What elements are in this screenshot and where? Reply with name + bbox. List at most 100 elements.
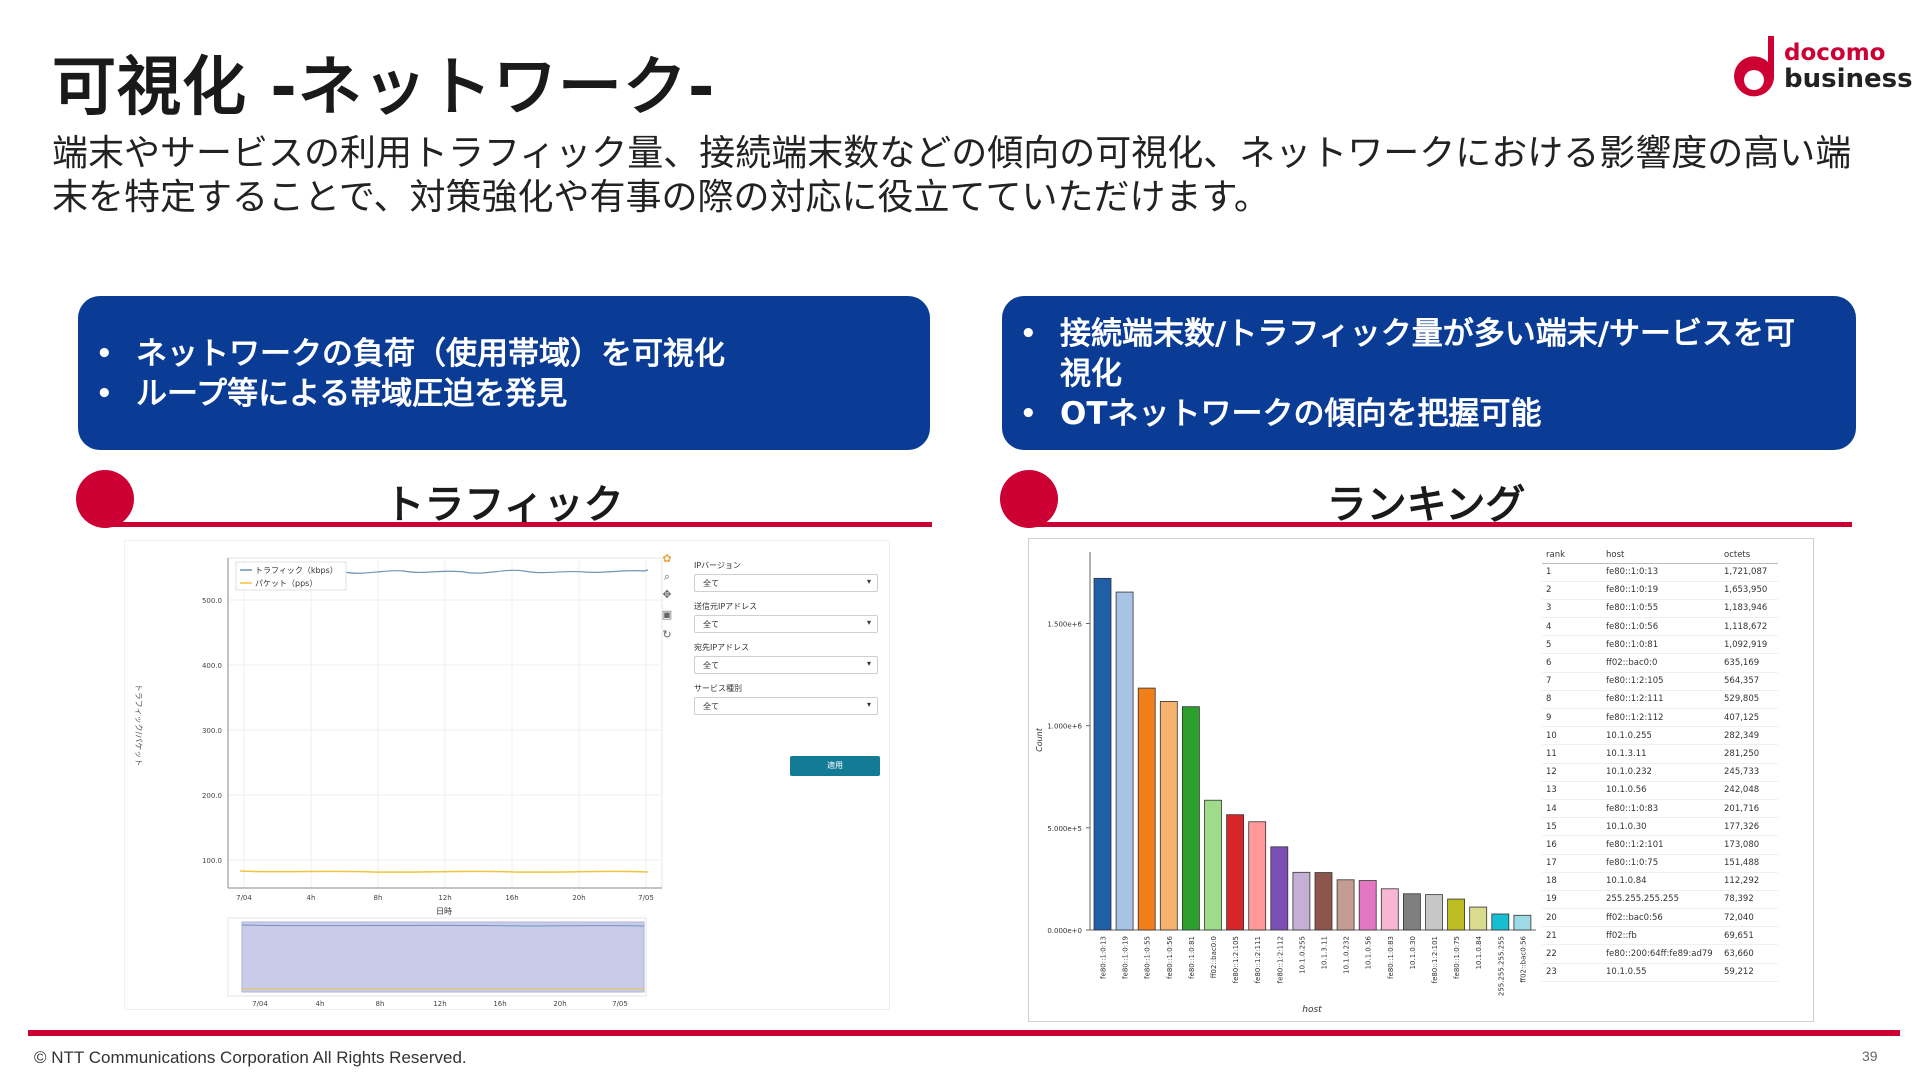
rank-bar[interactable] bbox=[1093, 577, 1112, 931]
table-row[interactable]: 21 ff02::fb 69,651 bbox=[1542, 926, 1778, 946]
host-column-header[interactable]: host bbox=[1602, 548, 1720, 564]
rank-x-tick-label: fe80::1:0:19 bbox=[1122, 936, 1130, 979]
rank-cell: 14 bbox=[1542, 799, 1602, 819]
pan-tool-icon[interactable]: ✥ bbox=[662, 588, 672, 601]
rank-bar[interactable] bbox=[1402, 893, 1421, 931]
ranking-bullet: OTネットワークの傾向を把握可能 bbox=[1002, 394, 1826, 434]
rank-bar[interactable] bbox=[1181, 706, 1200, 931]
host-cell: fe80::1:0:75 bbox=[1602, 854, 1720, 873]
rank-cell: 5 bbox=[1542, 635, 1602, 655]
rank-bar[interactable] bbox=[1425, 894, 1443, 931]
traffic-y-tick-label: 500.0 bbox=[202, 597, 222, 605]
table-row[interactable]: 5 fe80::1:0:81 1,092,919 bbox=[1542, 635, 1778, 655]
octets-cell: 173,080 bbox=[1720, 835, 1778, 855]
rank-bar[interactable] bbox=[1270, 846, 1289, 931]
rank-bar[interactable] bbox=[1491, 913, 1510, 931]
chevron-down-icon: ▾ bbox=[866, 577, 871, 586]
rank-bar[interactable] bbox=[1358, 880, 1377, 931]
rank-cell: 21 bbox=[1542, 926, 1602, 946]
rank-cell: 10 bbox=[1542, 726, 1602, 746]
table-row[interactable]: 8 fe80::1:2:111 529,805 bbox=[1542, 690, 1778, 710]
rank-y-axis-label: Count bbox=[1035, 727, 1044, 752]
source-ip-value: 全て bbox=[703, 620, 719, 629]
rank-bar[interactable] bbox=[1513, 914, 1532, 931]
table-row[interactable]: 23 10.1.0.55 59,212 bbox=[1542, 963, 1778, 982]
ranking-table-container: rank host octets 1 fe80::1:0:13 1,721,087 2… bbox=[1542, 548, 1778, 982]
octets-column-header[interactable]: octets bbox=[1720, 548, 1778, 564]
logo-text-business: business bbox=[1784, 64, 1913, 94]
service-type-label: サービス種別 bbox=[694, 684, 742, 693]
traffic-y-tick-label: 100.0 bbox=[202, 857, 222, 865]
table-row[interactable]: 4 fe80::1:0:56 1,118,672 bbox=[1542, 617, 1778, 637]
ranking-table: rank host octets 1 fe80::1:0:13 1,721,087 2… bbox=[1542, 548, 1778, 982]
rank-bar[interactable] bbox=[1380, 888, 1399, 931]
rank-bar[interactable] bbox=[1137, 687, 1156, 931]
table-row[interactable]: 6 ff02::bac0:0 635,169 bbox=[1542, 653, 1778, 673]
traffic-section-header: トラフィック bbox=[76, 470, 932, 530]
table-row[interactable]: 13 10.1.0.56 242,048 bbox=[1542, 781, 1778, 800]
section-marker bbox=[76, 470, 134, 528]
rank-bar[interactable] bbox=[1226, 814, 1245, 931]
rank-cell: 19 bbox=[1542, 890, 1602, 910]
rank-x-tick-label: ff02::bac0:0 bbox=[1210, 936, 1218, 978]
host-cell: 10.1.3.11 bbox=[1602, 744, 1720, 764]
octets-cell: 112,292 bbox=[1720, 872, 1778, 891]
rank-bar[interactable] bbox=[1115, 591, 1134, 931]
traffic-feature-box: ネットワークの負荷（使用帯域）を可視化 ループ等による帯域圧迫を発見 bbox=[78, 296, 930, 450]
rank-cell: 18 bbox=[1542, 872, 1602, 891]
table-row[interactable]: 18 10.1.0.84 112,292 bbox=[1542, 872, 1778, 891]
rank-bar[interactable] bbox=[1447, 898, 1466, 931]
ip-version-select[interactable]: 全て ▾ bbox=[694, 574, 878, 592]
range-x-tick-label: 20h bbox=[553, 1000, 566, 1008]
dest-ip-select[interactable]: 全て ▾ bbox=[694, 656, 878, 674]
table-row[interactable]: 10 10.1.0.255 282,349 bbox=[1542, 726, 1778, 746]
table-row[interactable]: 15 10.1.0.30 177,326 bbox=[1542, 817, 1778, 837]
table-row[interactable]: 3 fe80::1:0:55 1,183,946 bbox=[1542, 599, 1778, 619]
apply-button[interactable]: 適用 bbox=[790, 756, 880, 776]
host-cell: 10.1.0.232 bbox=[1602, 763, 1720, 782]
table-row[interactable]: 22 fe80::200:64ff:fe89:ad79 63,660 bbox=[1542, 944, 1778, 964]
octets-cell: 1,092,919 bbox=[1720, 635, 1778, 655]
table-row[interactable]: 20 ff02::bac0:56 72,040 bbox=[1542, 908, 1778, 928]
traffic-x-tick-label: 8h bbox=[374, 894, 383, 902]
ranking-section-header: ランキング bbox=[1000, 470, 1852, 530]
rank-cell: 7 bbox=[1542, 672, 1602, 691]
rank-bar[interactable] bbox=[1248, 821, 1267, 931]
octets-cell: 59,212 bbox=[1720, 963, 1778, 982]
source-ip-select[interactable]: 全て ▾ bbox=[694, 615, 878, 633]
table-row[interactable]: 7 fe80::1:2:105 564,357 bbox=[1542, 672, 1778, 691]
table-row[interactable]: 17 fe80::1:0:75 151,488 bbox=[1542, 854, 1778, 873]
page-description: 端末やサービスの利用トラフィック量、接続端末数などの傾向の可視化、ネットワークに… bbox=[52, 133, 1852, 218]
rank-bar[interactable] bbox=[1469, 906, 1488, 931]
traffic-chart: トラフィック（kbps） パケット（pps） 500.0 400.0 300.0 20… bbox=[134, 557, 663, 1008]
save-tool-icon[interactable]: ▣ bbox=[661, 608, 673, 621]
host-cell: fe80::1:0:13 bbox=[1602, 563, 1720, 582]
rank-bar[interactable] bbox=[1204, 799, 1222, 931]
host-cell: fe80::1:2:111 bbox=[1602, 690, 1720, 710]
host-cell: 10.1.0.56 bbox=[1602, 781, 1720, 800]
table-row[interactable]: 1 fe80::1:0:13 1,721,087 bbox=[1542, 563, 1778, 582]
host-cell: fe80::1:0:81 bbox=[1602, 635, 1720, 655]
rank-bar[interactable] bbox=[1336, 879, 1355, 931]
range-x-tick-label: 7/05 bbox=[612, 1000, 628, 1008]
octets-cell: 69,651 bbox=[1720, 926, 1778, 946]
table-row[interactable]: 11 10.1.3.11 281,250 bbox=[1542, 744, 1778, 764]
rank-bar[interactable] bbox=[1292, 871, 1311, 931]
rank-cell: 12 bbox=[1542, 763, 1602, 782]
rank-column-header[interactable]: rank bbox=[1542, 548, 1602, 564]
rank-bar[interactable] bbox=[1314, 872, 1333, 931]
table-row[interactable]: 19 255.255.255.255 78,392 bbox=[1542, 890, 1778, 910]
range-selector-window[interactable] bbox=[241, 921, 645, 993]
host-cell: 10.1.0.255 bbox=[1602, 726, 1720, 746]
table-row[interactable]: 2 fe80::1:0:19 1,653,950 bbox=[1542, 581, 1778, 600]
host-cell: ff02::fb bbox=[1602, 926, 1720, 946]
service-type-select[interactable]: 全て ▾ bbox=[694, 697, 878, 715]
table-row[interactable]: 16 fe80::1:2:101 173,080 bbox=[1542, 835, 1778, 855]
rank-bar[interactable] bbox=[1159, 701, 1178, 931]
zoom-tool-icon[interactable]: ⌕ bbox=[663, 570, 671, 583]
copyright-text: © NTT Communications Corporation All Rig… bbox=[34, 1048, 467, 1067]
table-row[interactable]: 12 10.1.0.232 245,733 bbox=[1542, 763, 1778, 782]
table-row[interactable]: 14 fe80::1:0:83 201,716 bbox=[1542, 799, 1778, 819]
reset-tool-icon[interactable]: ↻ bbox=[662, 628, 672, 641]
table-row[interactable]: 9 fe80::1:2:112 407,125 bbox=[1542, 708, 1778, 728]
